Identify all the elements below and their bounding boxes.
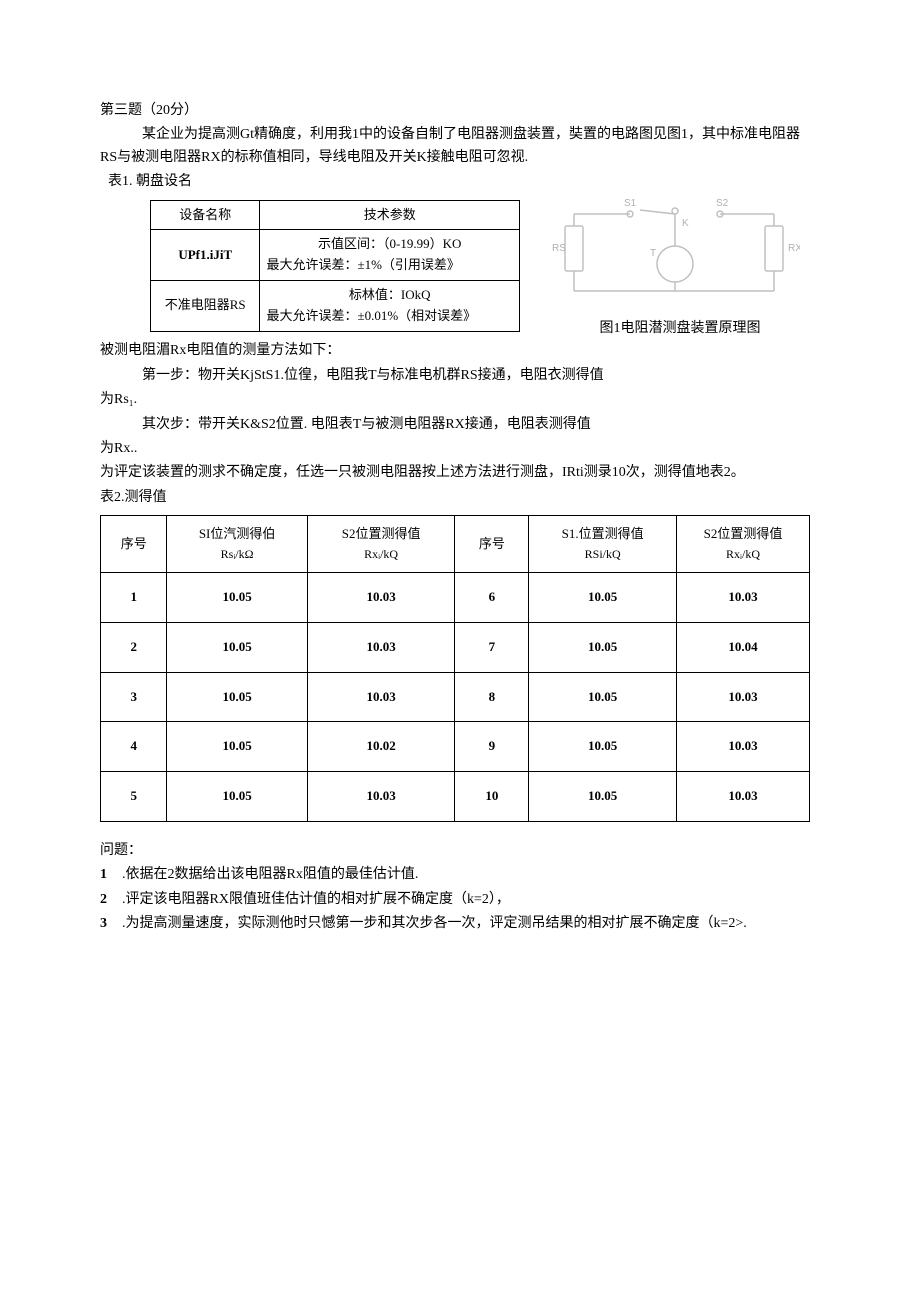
table-row: 210.0510.03710.0510.04	[101, 622, 810, 672]
question-text: .依据在2数据给出该电阻器Rx阻值的最佳估计值.	[122, 867, 418, 882]
fig-label-k: K	[682, 218, 689, 229]
t2-cell-rs1: 10.05	[167, 772, 307, 822]
t2-cell-rs1: 10.05	[167, 672, 307, 722]
t2-h-s2-unit: Rxᵢ/kQ	[312, 545, 451, 564]
fig-label-s1: S1	[624, 198, 637, 209]
t2-h-s1-unit: Rsᵢ/kΩ	[171, 545, 302, 564]
equipment-table: 设备名称 技术参数 UPf1.iJiT 示值区间：（0-19.99）KO 最大允…	[150, 200, 520, 332]
fig-label-rx: RX	[788, 243, 800, 254]
t2-h-s2: S2位置测得值 Rxᵢ/kQ	[307, 516, 455, 573]
t2-h-s1b: S1.位置测得值 RSi/kQ	[529, 516, 677, 573]
questions-title: 问题：	[100, 840, 810, 862]
t2-cell-rs2: 10.05	[529, 573, 677, 623]
t2-h-s1: SI位汽测得伯 Rsᵢ/kΩ	[167, 516, 307, 573]
question-number: 1	[100, 864, 122, 886]
circuit-diagram: S1 S2 K RS RX T	[550, 196, 800, 306]
questions-block: 问题： 1.依据在2数据给出该电阻器Rx阻值的最佳估计值.2.评定该电阻器RX限…	[100, 840, 810, 936]
method-step2: 其次步：带开关K&S2位置. 电阻表T与被测电阻器RX接通，电阻表测得值	[100, 414, 810, 436]
t1-r2-line2: 最大允许误差：±0.01%（相对误差》	[266, 306, 513, 327]
t2-cell-n1: 2	[101, 622, 167, 672]
t2-cell-rx1: 10.03	[307, 772, 455, 822]
t2-cell-rx2: 10.03	[677, 573, 810, 623]
method-intro: 被测电阻湄Rx电阻值的测量方法如下：	[100, 340, 810, 362]
method-step2b: 为Rx..	[100, 438, 810, 460]
t1-header-param: 技术参数	[260, 200, 520, 230]
fig-label-t: T	[650, 248, 656, 259]
t2-cell-rs1: 10.05	[167, 622, 307, 672]
t2-h-seq-1: 序号	[105, 534, 162, 555]
t1-r2-name: 不准电阻器RS	[151, 280, 260, 331]
question-text: .评定该电阻器RX限值班佳估计值的相对扩展不确定度（k=2），	[122, 892, 510, 907]
t2-cell-rx2: 10.03	[677, 772, 810, 822]
t2-cell-rx2: 10.03	[677, 722, 810, 772]
method-outro: 为评定该装置的测求不确定度，任选一只被测电阻器按上述方法进行测盘，IRti测录1…	[100, 462, 810, 484]
t2-cell-n2: 8	[455, 672, 529, 722]
t2-cell-n2: 6	[455, 573, 529, 623]
t2-h-s1b-unit: RSi/kQ	[533, 545, 672, 564]
t2-cell-rs1: 10.05	[167, 573, 307, 623]
t2-cell-rs1: 10.05	[167, 722, 307, 772]
table-row: 310.0510.03810.0510.03	[101, 672, 810, 722]
t2-cell-rx1: 10.02	[307, 722, 455, 772]
t2-cell-rs2: 10.05	[529, 622, 677, 672]
t2-cell-n1: 3	[101, 672, 167, 722]
intro-paragraph: 某企业为提高测Gt精确度，利用我1中的设备自制了电阻器测盘装置，奘置的电路图见图…	[100, 124, 810, 169]
t2-cell-n2: 10	[455, 772, 529, 822]
t1-header-name: 设备名称	[151, 200, 260, 230]
t2-h-seq2: 序号	[455, 516, 529, 573]
t2-cell-n1: 1	[101, 573, 167, 623]
t1-r1-line2: 最大允许误差：±1%（引用误差》	[266, 255, 513, 276]
fig-label-rs: RS	[552, 243, 566, 254]
table1-caption: 表1. 朝盘设名	[108, 171, 810, 193]
t1-r1-line1: 示值区间：（0-19.99）KO	[266, 234, 513, 255]
question-text: .为提高测量速度，实际测他时只憾第一步和其次步各一次，评定测吊结果的相对扩展不确…	[122, 916, 747, 931]
method-step1: 第一步：物开关KjStS1.位徨，电阻我T与标准电机群RS接通，电阻衣测得值	[100, 365, 810, 387]
t2-h-s1-label: SI位汽测得伯	[171, 524, 302, 545]
question-item: 3.为提高测量速度，实际测他时只憾第一步和其次步各一次，评定测吊结果的相对扩展不…	[100, 913, 810, 935]
fig-label-s2: S2	[716, 198, 729, 209]
t2-cell-rs2: 10.05	[529, 772, 677, 822]
figure-wrapper: S1 S2 K RS RX T 图1电阻潜测盘装置原理图	[550, 196, 810, 341]
t1-r2-params: 标林值：IOkQ 最大允许误差：±0.01%（相对误差》	[260, 280, 520, 331]
t1-r2-line1: 标林值：IOkQ	[266, 285, 513, 306]
t1-r1-params: 示值区间：（0-19.99）KO 最大允许误差：±1%（引用误差》	[260, 230, 520, 281]
t2-h-s2b-label: S2位置测得值	[681, 524, 805, 545]
t2-cell-n1: 4	[101, 722, 167, 772]
t2-cell-rs2: 10.05	[529, 722, 677, 772]
table-and-figure-row: 设备名称 技术参数 UPf1.iJiT 示值区间：（0-19.99）KO 最大允…	[100, 196, 810, 341]
t2-cell-n1: 5	[101, 772, 167, 822]
method-step1b: 为Rs₁.	[100, 389, 810, 411]
t2-cell-n2: 9	[455, 722, 529, 772]
t2-cell-rx2: 10.04	[677, 622, 810, 672]
question-number: 3	[100, 913, 122, 935]
measurement-table: 序号 SI位汽测得伯 Rsᵢ/kΩ S2位置测得值 Rxᵢ/kQ 序号 S1.位…	[100, 515, 810, 822]
t2-cell-rx1: 10.03	[307, 573, 455, 623]
t2-cell-rx1: 10.03	[307, 672, 455, 722]
t2-h-s2b-unit: Rxᵢ/kQ	[681, 545, 805, 564]
t2-h-s2-label: S2位置测得值	[312, 524, 451, 545]
t2-cell-rx2: 10.03	[677, 672, 810, 722]
t2-cell-rs2: 10.05	[529, 672, 677, 722]
t1-r1-name: UPf1.iJiT	[151, 230, 260, 281]
table-row: 410.0510.02910.0510.03	[101, 722, 810, 772]
t2-cell-rx1: 10.03	[307, 622, 455, 672]
figure-caption: 图1电阻潜测盘装置原理图	[550, 318, 810, 340]
t2-h-s2b: S2位置测得值 Rxᵢ/kQ	[677, 516, 810, 573]
t2-cell-n2: 7	[455, 622, 529, 672]
question-item: 2.评定该电阻器RX限值班佳估计值的相对扩展不确定度（k=2），	[100, 889, 810, 911]
table-row: 110.0510.03610.0510.03	[101, 573, 810, 623]
table2-caption: 表2.测得值	[100, 487, 810, 509]
table1-wrapper: 设备名称 技术参数 UPf1.iJiT 示值区间：（0-19.99）KO 最大允…	[150, 196, 520, 332]
t2-h-seq: 序号	[101, 516, 167, 573]
t2-h-seq2-1: 序号	[459, 534, 524, 555]
question-number: 2	[100, 889, 122, 911]
t2-h-s1b-label: S1.位置测得值	[533, 524, 672, 545]
table-row: 510.0510.031010.0510.03	[101, 772, 810, 822]
section-title: 第三题（20分）	[100, 100, 810, 122]
question-item: 1.依据在2数据给出该电阻器Rx阻值的最佳估计值.	[100, 864, 810, 886]
